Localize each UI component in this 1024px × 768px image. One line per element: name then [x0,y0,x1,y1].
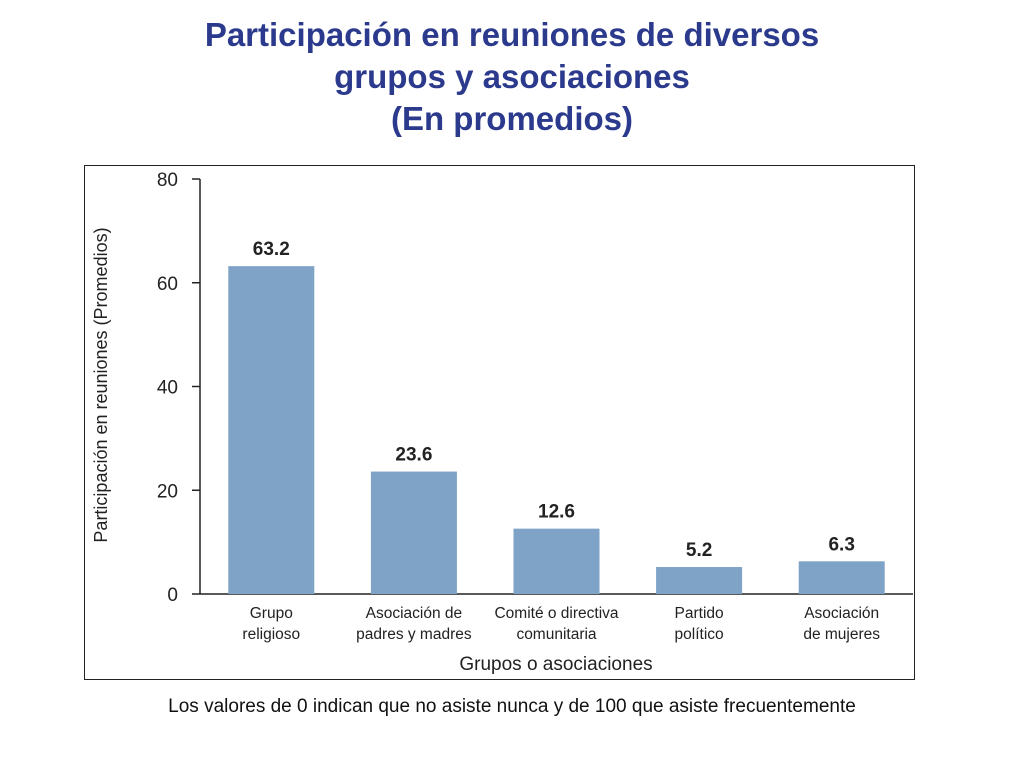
x-tick-label: Comité o directiva [494,605,618,622]
x-axis-label: Grupos o asociaciones [459,654,652,675]
x-tick-label: político [675,626,724,643]
y-tick-label: 60 [157,274,178,295]
x-tick-label: Asociación de [366,605,463,622]
x-tick-label: de mujeres [803,626,880,643]
bar-value-label: 63.2 [253,239,290,260]
x-tick-label: padres y madres [356,626,472,643]
footnote: Los valores de 0 indican que no asiste n… [168,696,856,717]
y-tick-label: 40 [157,378,178,399]
bar-value-label: 23.6 [395,445,432,466]
bar-value-label: 12.6 [538,502,575,523]
x-tick-label: Asociación [804,605,879,622]
title-line-1: Participación en reuniones de diversos [204,16,820,53]
bar [370,471,457,594]
y-tick-label: 80 [157,170,178,191]
bar [513,528,600,594]
y-tick-label: 20 [157,481,178,502]
title-line-3: (En promedios) [390,100,633,137]
x-tick-label: Grupo [250,605,293,622]
bar-value-label: 6.3 [828,534,854,555]
chart-title: Participación en reuniones de diversos g… [0,14,1024,140]
y-ticks: 0 20 40 60 80 [157,170,200,606]
bar-value-label: 5.2 [686,540,712,561]
bar [656,567,743,594]
title-line-2: grupos y asociaciones [334,58,690,95]
bar [798,561,885,594]
value-labels: 63.2 23.6 12.6 5.2 6.3 [253,239,855,561]
bar [228,266,315,594]
y-axis-label: Participación en reuniones (Promedios) [91,227,111,542]
y-tick-label: 0 [167,585,178,606]
bars [228,266,885,594]
x-tick-label: comunitaria [516,626,596,643]
x-tick-label: religioso [242,626,300,643]
x-tick-label: Partido [675,605,724,622]
x-tick-labels: Grupo religioso Asociación de padres y madr… [242,605,880,643]
